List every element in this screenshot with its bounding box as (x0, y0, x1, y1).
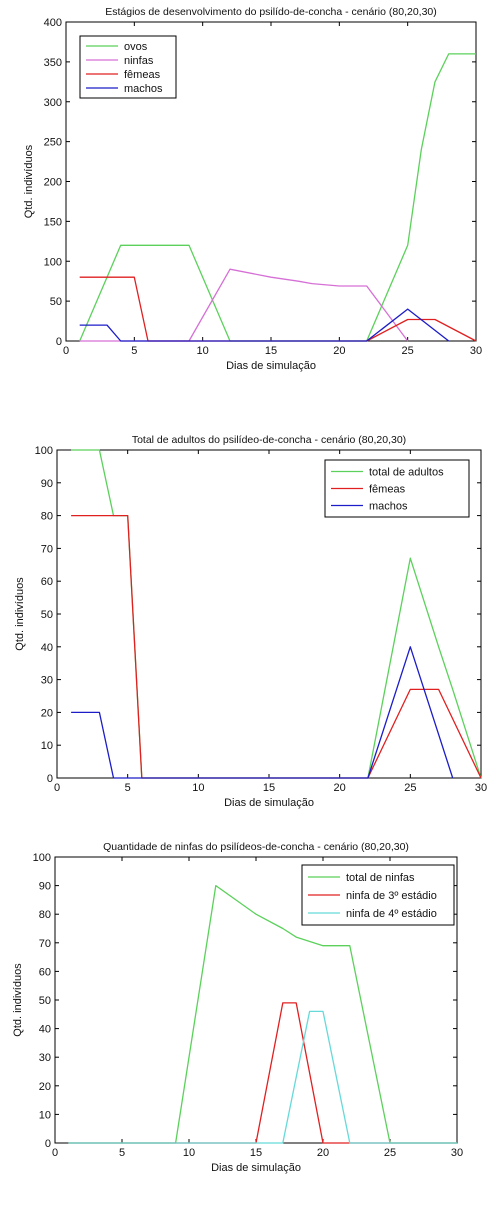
legend-label: ninfa de 3º estádio (346, 890, 437, 902)
x-tick-label: 15 (265, 345, 277, 357)
series-line-1 (68, 884, 457, 1144)
x-tick-label: 5 (125, 782, 131, 794)
y-tick-label: 10 (39, 1109, 51, 1121)
x-tick-label: 20 (334, 782, 346, 794)
legend-label: ninfa de 4º estádio (346, 908, 437, 920)
y-tick-label: 30 (41, 675, 53, 687)
y-tick-label: 50 (50, 296, 62, 308)
y-tick-label: 40 (41, 642, 53, 654)
legend-label: ovos (124, 41, 148, 53)
y-tick-label: 20 (39, 1081, 51, 1093)
series-line-3 (71, 646, 454, 779)
legend-label: machos (369, 501, 408, 513)
legend-label: ninfas (124, 55, 154, 67)
x-tick-label: 15 (263, 782, 275, 794)
x-tick-label: 15 (250, 1147, 262, 1159)
legend-label: total de ninfas (346, 872, 415, 884)
legend: ovos ninfas fêmeas machos (79, 35, 177, 99)
legend: total de adultos fêmeas machos (324, 459, 470, 518)
y-tick-label: 100 (35, 445, 53, 457)
chart-3: Quantidade de ninfas do psilídeos-de-con… (12, 841, 463, 1174)
x-axis-label: Dias de simulação (224, 797, 314, 809)
legend-label: machos (124, 83, 163, 95)
x-tick-label: 0 (63, 345, 69, 357)
x-tick-label: 20 (333, 345, 345, 357)
legend: total de ninfas ninfa de 3º estádio ninfa … (301, 864, 455, 926)
series-line-2 (79, 268, 409, 342)
y-tick-label: 250 (44, 137, 62, 149)
x-tick-label: 10 (197, 345, 209, 357)
x-axis-label: Dias de simulação (226, 360, 316, 372)
y-tick-label: 50 (41, 609, 53, 621)
y-axis-label: Qtd. indivíduos (23, 144, 35, 218)
x-tick-label: 0 (54, 782, 60, 794)
y-axis-label: Qtd. indivíduos (12, 963, 24, 1037)
series-line-4 (79, 308, 450, 342)
chart-title: Total de adultos do psilídeo-de-concha -… (132, 434, 406, 446)
x-tick-label: 0 (52, 1147, 58, 1159)
y-tick-label: 100 (33, 852, 51, 864)
legend-label: total de adultos (369, 467, 444, 479)
y-tick-label: 150 (44, 216, 62, 228)
y-tick-label: 90 (39, 881, 51, 893)
x-tick-label: 5 (131, 345, 137, 357)
x-tick-label: 20 (317, 1147, 329, 1159)
x-tick-label: 10 (183, 1147, 195, 1159)
x-tick-label: 30 (451, 1147, 463, 1159)
y-tick-label: 60 (39, 966, 51, 978)
x-tick-label: 25 (402, 345, 414, 357)
y-tick-label: 300 (44, 97, 62, 109)
chart-title: Quantidade de ninfas do psilídeos-de-con… (103, 841, 409, 853)
y-tick-label: 0 (56, 336, 62, 348)
chart-2: Total de adultos do psilídeo-de-concha -… (14, 434, 487, 809)
y-tick-label: 0 (45, 1138, 51, 1150)
y-tick-label: 0 (47, 773, 53, 785)
y-tick-label: 70 (39, 938, 51, 950)
x-tick-label: 30 (470, 345, 482, 357)
y-tick-label: 30 (39, 1052, 51, 1064)
x-tick-label: 25 (384, 1147, 396, 1159)
y-tick-label: 350 (44, 57, 62, 69)
y-tick-label: 40 (39, 1024, 51, 1036)
y-tick-label: 90 (41, 478, 53, 490)
y-tick-label: 20 (41, 707, 53, 719)
chart-title: Estágios de desenvolvimento do psilído-d… (105, 6, 437, 18)
y-tick-label: 80 (39, 909, 51, 921)
x-axis-label: Dias de simulação (211, 1162, 301, 1174)
y-tick-label: 80 (41, 511, 53, 523)
y-tick-label: 10 (41, 740, 53, 752)
y-tick-label: 60 (41, 576, 53, 588)
series-line-3 (68, 1010, 457, 1144)
legend-label: fêmeas (369, 484, 406, 496)
y-tick-label: 400 (44, 17, 62, 29)
x-tick-label: 5 (119, 1147, 125, 1159)
legend-label: fêmeas (124, 69, 161, 81)
x-tick-label: 10 (192, 782, 204, 794)
chart-1: Estágios de desenvolvimento do psilído-d… (23, 6, 482, 372)
x-tick-label: 30 (475, 782, 487, 794)
y-tick-label: 70 (41, 543, 53, 555)
y-tick-label: 100 (44, 256, 62, 268)
x-tick-label: 25 (404, 782, 416, 794)
y-axis-label: Qtd. indivíduos (14, 577, 26, 651)
y-tick-label: 200 (44, 177, 62, 189)
series-line-1 (79, 53, 476, 342)
y-tick-label: 50 (39, 995, 51, 1007)
